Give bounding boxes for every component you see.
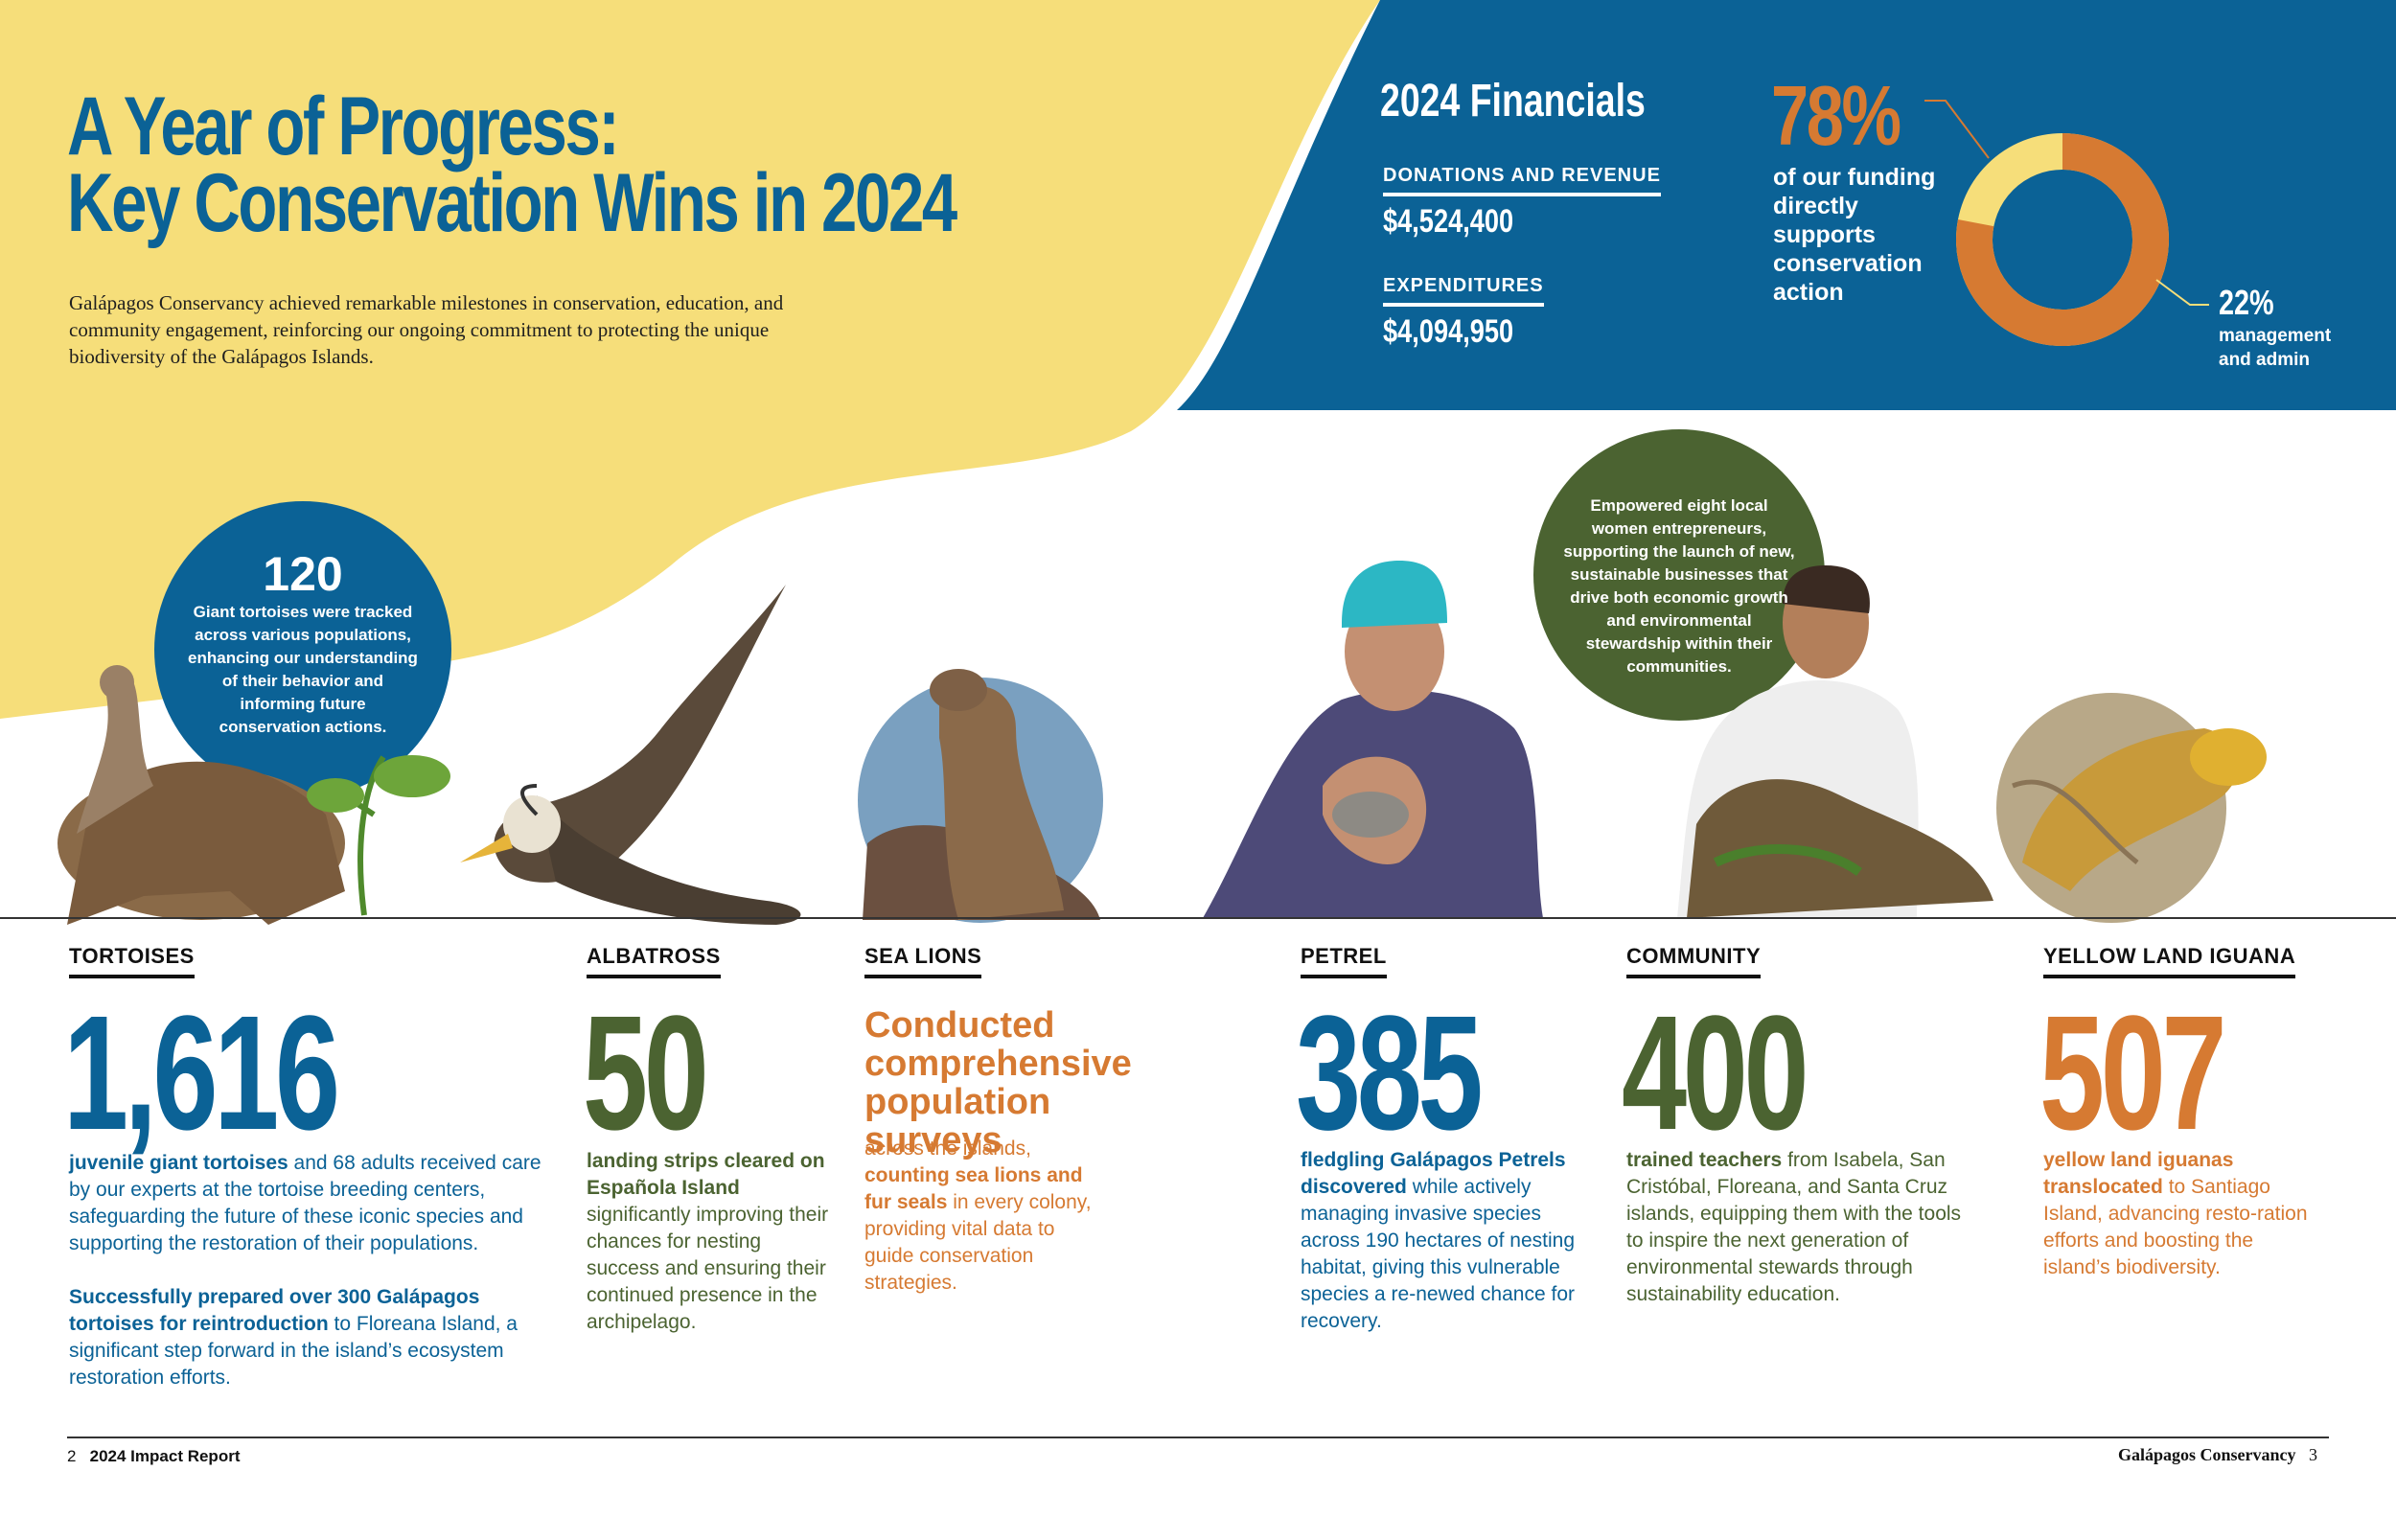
funding-donut-chart [1924,100,2209,346]
albatross-desc: landing strips cleared on Española Islan… [587,1148,836,1336]
financials-title: 2024 Financials [1380,76,1646,126]
albatross-label: ALBATROSS [587,944,721,978]
tortoise-bubble-number: 120 [263,547,343,601]
footer-left: 2 2024 Impact Report [67,1447,240,1466]
petrel-label: PETREL [1301,944,1387,978]
sea-lions-desc: across the islands, counting sea lions a… [864,1136,1104,1297]
donations-value: $4,524,400 [1383,203,1514,240]
community-woman-photo [1677,565,1993,918]
page-title-line1: A Year of Progress: [67,80,620,172]
footer-report-title: 2024 Impact Report [89,1447,241,1465]
albatross-desc-bold: landing strips cleared on Española Islan… [587,1150,825,1199]
page-title-line2: Key Conservation Wins in 2024 [67,157,957,249]
community-label: COMMUNITY [1626,944,1762,978]
expenditures-label: EXPENDITURES [1383,275,1544,307]
footer-right: Galápagos Conservancy 3 [2118,1445,2317,1465]
community-stat-bubble [1533,429,1825,721]
tortoises-number: 1,616 [63,982,340,1164]
petrel-desc-rest: while actively managing invasive species… [1301,1176,1576,1332]
callout-line-78 [1924,100,1990,159]
tortoise-photo [58,665,450,925]
tortoise-stat-bubble [154,501,451,798]
donations-label: DONATIONS AND REVENUE [1383,165,1661,196]
albatross-desc-rest: significantly improving their chances fo… [587,1204,829,1333]
tortoises-desc-1-rest: and 68 adults received care by our exper… [69,1152,541,1254]
petrel-desc-bold: fledgling Galápagos Petrels discovered [1301,1149,1566,1198]
tortoises-desc-2-rest: to Floreana Island, a significant step f… [69,1313,518,1389]
iguana-photo [1996,693,2267,923]
petrel-desc: fledgling Galápagos Petrels discovered w… [1301,1147,1578,1335]
petrel-number: 385 [1296,982,1484,1164]
sea-lions-desc-rest: in every colony, providing vital data to… [864,1191,1092,1294]
tortoises-desc-2: Successfully prepared over 300 Galápagos… [69,1284,567,1391]
tortoises-desc-1-bold: juvenile giant tortoises [69,1152,288,1174]
footer-page-left: 2 [67,1447,77,1465]
iguana-desc-rest: to Santiago Island, advancing resto-rati… [2043,1176,2308,1278]
admin-percent: 22% [2219,283,2274,322]
sea-lions-desc-pre: across the islands, [864,1138,1031,1160]
tortoise-bubble-text: Giant tortoises were tracked across vari… [188,603,418,736]
footer-org-name: Galápagos Conservancy [2118,1445,2296,1464]
expenditures-value: $4,094,950 [1383,313,1514,350]
iguana-desc-bold: yellow land iguanas translocated [2043,1149,2234,1198]
callout-line-22 [2155,279,2209,306]
tortoises-label: TORTOISES [69,944,195,978]
admin-percent-desc: management and admin [2219,326,2332,370]
sea-lions-label: SEA LIONS [864,944,982,978]
donut-slice-conservation [1956,133,2169,346]
iguana-label: YELLOW LAND IGUANA [2043,944,2296,978]
sea-lions-desc-bold: counting sea lions and fur seals [864,1164,1083,1213]
community-desc: trained teachers from Isabela, San Crist… [1626,1147,1971,1308]
albatross-number: 50 [583,982,709,1164]
tortoises-desc-2-bold: Successfully prepared over 300 Galápagos… [69,1286,480,1335]
iguana-desc: yellow land iguanas translocated to Sant… [2043,1147,2312,1281]
community-number: 400 [1622,982,1809,1164]
community-desc-rest: from Isabela, San Cristóbal, Floreana, a… [1626,1149,1962,1305]
conservation-percent: 78% [1771,68,1901,163]
sea-lion-photo [858,669,1103,923]
page-title: A Year of Progress: Key Conservation Win… [67,80,957,249]
conservation-percent-desc: of our funding directly supports conserv… [1773,164,1936,306]
community-desc-bold: trained teachers [1626,1149,1783,1171]
community-bubble-text: Empowered eight local women entrepreneur… [1563,496,1795,676]
sea-lions-headline: Conducted comprehensive population surve… [864,1005,1132,1161]
albatross-photo [460,585,801,925]
intro-paragraph: Galápagos Conservancy achieved remarkabl… [69,291,784,368]
petrel-researcher-photo [1203,561,1543,918]
iguana-number: 507 [2039,982,2227,1164]
tortoises-desc-1: juvenile giant tortoises and 68 adults r… [69,1150,567,1257]
footer-page-right: 3 [2309,1445,2318,1464]
